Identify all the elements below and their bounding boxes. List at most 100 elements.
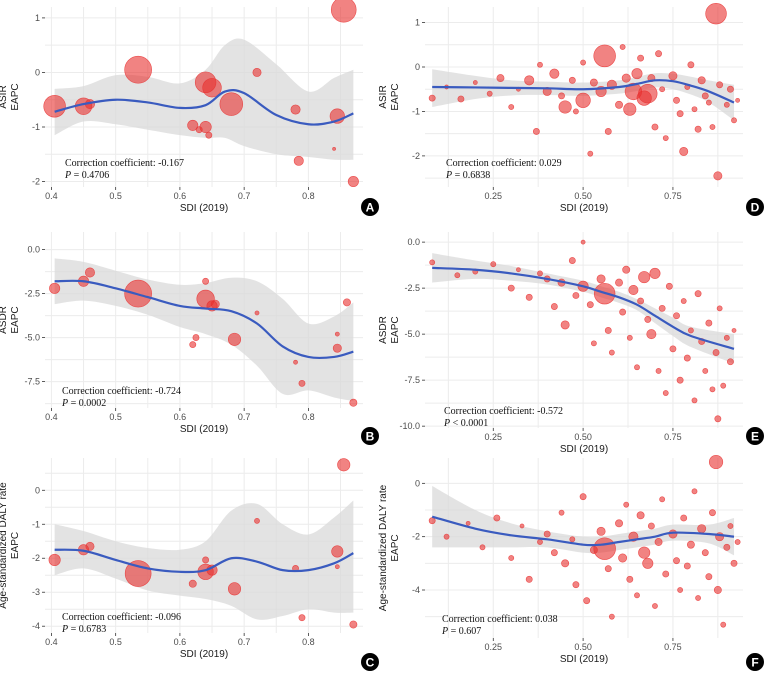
y-tick-label: -5.0 bbox=[24, 333, 40, 343]
data-point bbox=[626, 575, 634, 583]
data-point bbox=[697, 524, 707, 534]
data-point bbox=[525, 575, 533, 583]
data-point bbox=[188, 579, 197, 588]
data-point bbox=[608, 613, 615, 620]
data-point bbox=[702, 368, 709, 374]
p-value-text: < 0.0001 bbox=[450, 418, 488, 429]
data-point bbox=[575, 92, 591, 108]
data-point bbox=[623, 102, 637, 116]
data-point bbox=[673, 557, 680, 565]
data-point bbox=[508, 104, 515, 110]
data-point bbox=[293, 155, 304, 166]
panel-letter-badge: C bbox=[361, 653, 379, 671]
data-point bbox=[676, 376, 684, 384]
data-point bbox=[454, 272, 461, 279]
data-point bbox=[210, 299, 220, 309]
data-point bbox=[691, 397, 698, 404]
x-tick-label: 0.8 bbox=[302, 412, 315, 422]
data-point bbox=[642, 557, 654, 569]
correlation-coefficient: Correction coefficient: 0.038 bbox=[442, 614, 558, 625]
correlation-coefficient: Correction coefficient: -0.096 bbox=[62, 612, 181, 623]
y-tick-label: 0 bbox=[35, 67, 40, 77]
data-point bbox=[580, 59, 587, 66]
y-axis-title-line2: EAPC bbox=[390, 316, 401, 343]
correlation-coefficient: Correction coefficient: -0.724 bbox=[62, 386, 181, 397]
x-tick-label: 0.4 bbox=[45, 637, 58, 647]
p-value-text: = 0.4706 bbox=[71, 170, 109, 181]
data-point bbox=[720, 621, 727, 628]
data-point bbox=[662, 135, 669, 142]
data-point bbox=[332, 343, 342, 353]
data-point bbox=[550, 303, 558, 310]
data-point bbox=[655, 50, 662, 58]
data-point bbox=[537, 61, 543, 68]
data-point bbox=[85, 541, 95, 551]
y-axis-title-line2: EAPC bbox=[10, 532, 21, 559]
data-point bbox=[486, 90, 493, 97]
data-point bbox=[84, 267, 95, 278]
data-point bbox=[708, 454, 724, 470]
data-point bbox=[713, 586, 722, 594]
data-point bbox=[727, 523, 734, 529]
data-point bbox=[507, 284, 515, 292]
y-tick-label: -1 bbox=[412, 106, 420, 116]
data-point bbox=[490, 261, 497, 268]
data-point bbox=[428, 94, 436, 102]
data-point bbox=[443, 533, 450, 540]
y-tick-label: 0 bbox=[415, 62, 420, 72]
badge-circle bbox=[746, 198, 764, 216]
badge-circle bbox=[746, 427, 764, 445]
confidence-band bbox=[432, 486, 735, 556]
data-point bbox=[465, 520, 471, 526]
data-point bbox=[596, 274, 606, 284]
data-point bbox=[568, 76, 576, 84]
badge-circle bbox=[361, 653, 379, 671]
data-point bbox=[332, 146, 336, 151]
x-tick-label: 0.25 bbox=[485, 642, 503, 652]
data-point bbox=[665, 282, 673, 290]
data-point bbox=[723, 101, 730, 108]
data-point bbox=[202, 556, 210, 564]
y-axis-title-line2: EAPC bbox=[10, 306, 21, 333]
data-point bbox=[537, 270, 543, 277]
x-tick-label: 0.6 bbox=[174, 191, 187, 201]
data-point bbox=[189, 341, 197, 349]
y-tick-label: -4 bbox=[32, 621, 40, 631]
p-value: P = 0.0002 bbox=[61, 398, 106, 409]
x-tick-label: 0.7 bbox=[238, 191, 251, 201]
data-point bbox=[558, 92, 565, 100]
data-point bbox=[655, 368, 662, 374]
data-point bbox=[608, 349, 615, 356]
data-point bbox=[615, 100, 623, 109]
data-point bbox=[337, 458, 351, 472]
data-point bbox=[537, 539, 543, 545]
data-point bbox=[683, 354, 691, 362]
panel-letter-badge: A bbox=[361, 198, 379, 216]
y-tick-label: -7.5 bbox=[24, 377, 40, 387]
panel-letter: B bbox=[366, 430, 375, 444]
p-value-text: = 0.0002 bbox=[68, 398, 106, 409]
p-symbol: P bbox=[64, 170, 71, 181]
data-point bbox=[342, 298, 351, 307]
panel-b: 0.4 0.5 0.6 0.7 0.8 -7.5 -5.0 -2.5 0.0 SDI (2019)… bbox=[0, 232, 379, 445]
panel-letter: C bbox=[366, 656, 375, 670]
panel-letter: A bbox=[366, 201, 375, 215]
data-point bbox=[252, 67, 262, 77]
data-point bbox=[604, 128, 612, 135]
data-point bbox=[679, 146, 689, 156]
data-point bbox=[615, 519, 623, 528]
y-tick-label: -7.5 bbox=[404, 375, 420, 385]
y-axis-title-line1: ASIR bbox=[378, 85, 389, 108]
data-point bbox=[714, 415, 722, 423]
y-tick-label: 0.0 bbox=[27, 245, 40, 255]
data-point bbox=[568, 257, 576, 264]
y-axis-title-line1: ASDR bbox=[378, 316, 389, 344]
data-point bbox=[673, 96, 680, 104]
x-tick-label: 0.75 bbox=[664, 642, 682, 652]
y-tick-label: -3 bbox=[32, 587, 40, 597]
data-point bbox=[586, 301, 594, 309]
data-point bbox=[192, 334, 200, 342]
p-value: P = 0.6838 bbox=[445, 170, 490, 181]
y-tick-label: -1 bbox=[32, 519, 40, 529]
data-point bbox=[634, 364, 640, 371]
